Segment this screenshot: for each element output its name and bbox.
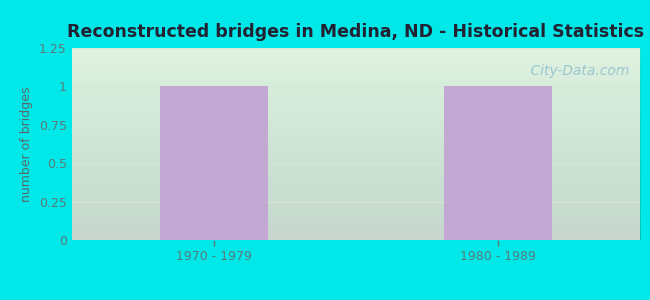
Title: Reconstructed bridges in Medina, ND - Historical Statistics: Reconstructed bridges in Medina, ND - Hi… [68, 23, 644, 41]
Y-axis label: number of bridges: number of bridges [20, 86, 33, 202]
Bar [160, 86, 268, 240]
Bar [444, 86, 552, 240]
Text: City-Data.com: City-Data.com [525, 64, 629, 78]
